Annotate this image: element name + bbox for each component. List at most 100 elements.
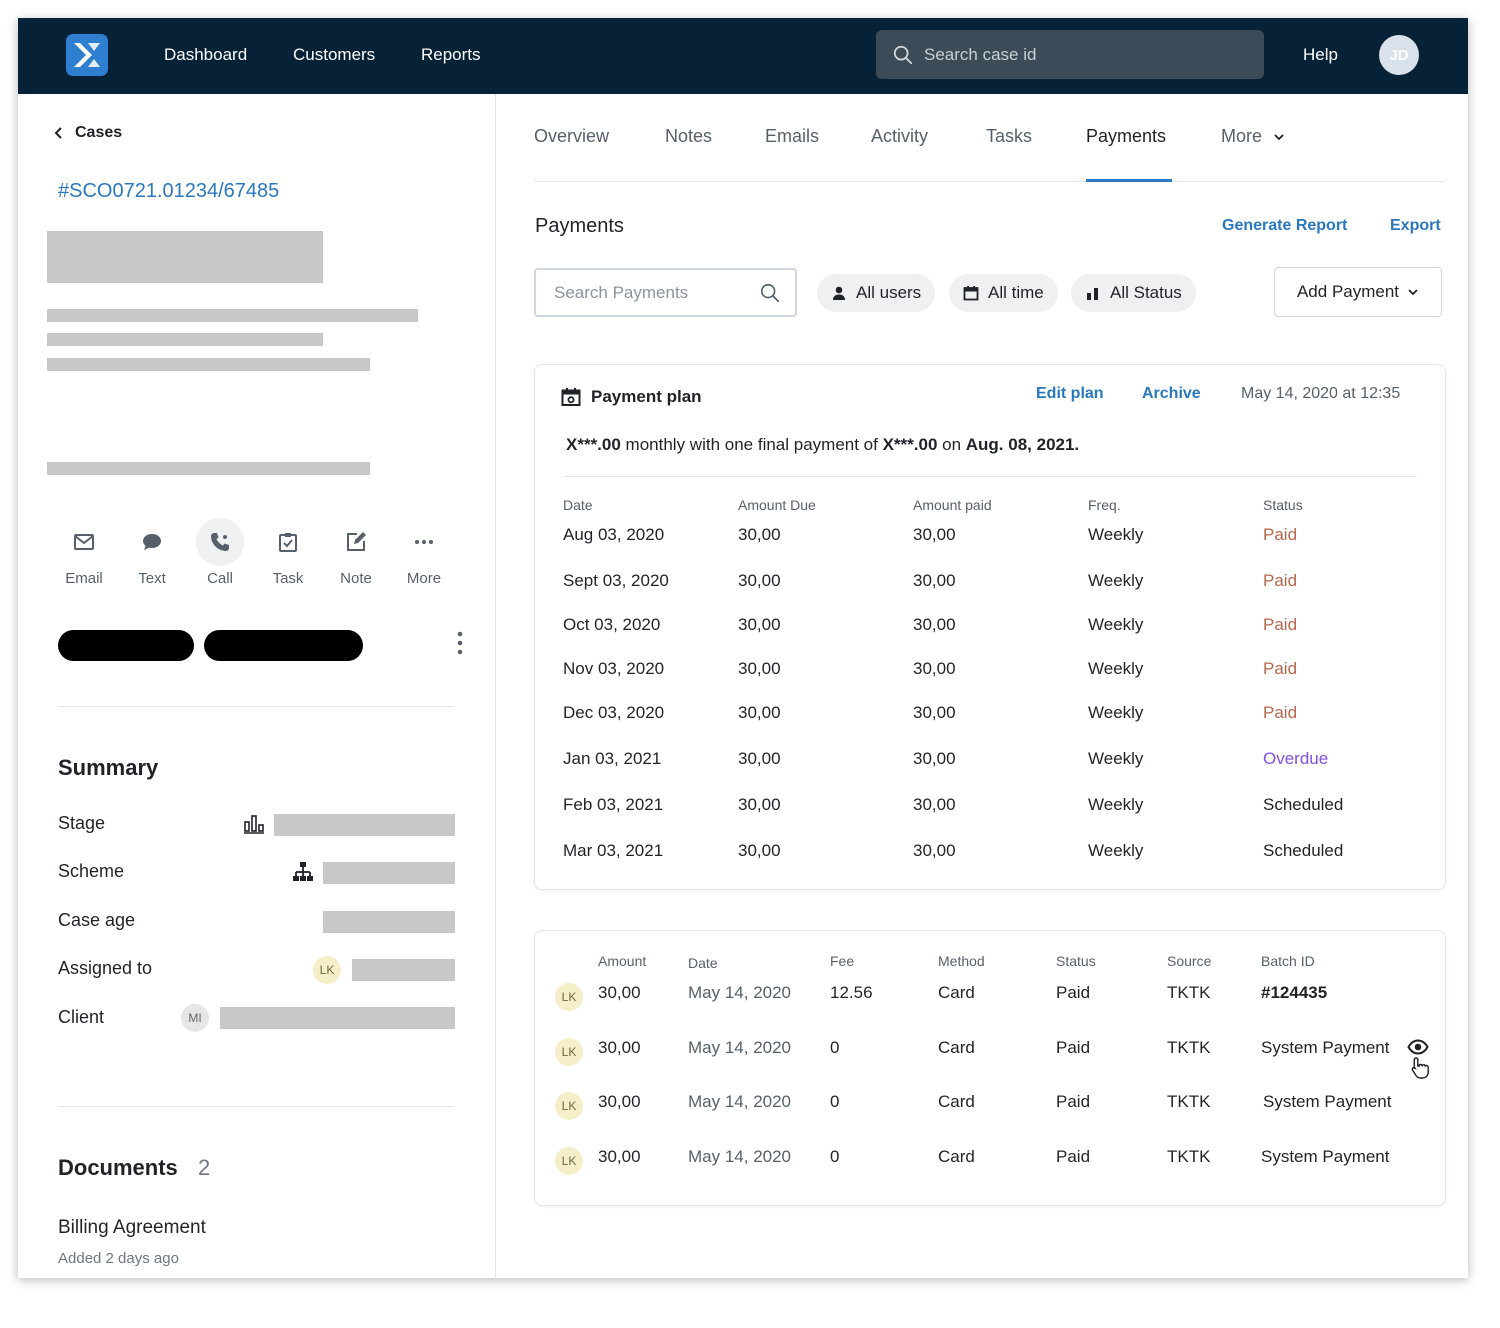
filter-all-status[interactable]: All Status — [1071, 274, 1196, 312]
tx-cell-amount: 30,00 — [598, 983, 641, 1002]
tab-tasks[interactable]: Tasks — [986, 126, 1033, 146]
plan-cell-frequency: Weekly — [1088, 841, 1144, 860]
case-age-label: Case age — [58, 910, 136, 930]
tab-activity[interactable]: Activity — [871, 126, 929, 146]
kebab-menu-icon[interactable] — [455, 630, 465, 656]
payments-search-input[interactable] — [554, 282, 754, 303]
note-action[interactable]: Note — [322, 518, 390, 587]
tx-cell-batch[interactable]: System Payment — [1263, 1092, 1392, 1111]
user-avatar[interactable]: JD — [1379, 35, 1419, 75]
hierarchy-icon — [293, 862, 313, 881]
plan-cell-date: Oct 03, 2020 — [563, 615, 661, 634]
plan-cell-status: Overdue — [1263, 749, 1329, 768]
tx-cell-date: May 14, 2020 — [688, 1038, 792, 1057]
calendar-money-icon — [561, 388, 581, 406]
edit-plan-link[interactable]: Edit plan — [1036, 385, 1104, 402]
tx-cell-fee: 0 — [830, 1092, 840, 1111]
summary-title: Summary — [58, 755, 159, 780]
tx-cell-status: Paid — [1056, 1147, 1091, 1166]
tx-cell-date: May 14, 2020 — [688, 983, 792, 1002]
plan-cell-date: Dec 03, 2020 — [563, 703, 665, 722]
app-logo-icon[interactable] — [66, 34, 108, 76]
call-action-label: Call — [207, 570, 233, 587]
tx-cell-batch[interactable]: System Payment — [1261, 1147, 1390, 1166]
plan-summary-text: X***.00 monthly with one final payment o… — [566, 435, 1079, 455]
nav-reports[interactable]: Reports — [421, 45, 481, 64]
more-action[interactable]: More — [390, 518, 458, 587]
payments-search-box[interactable] — [534, 268, 797, 317]
plan-cell-status: Paid — [1263, 615, 1298, 634]
tab-notes[interactable]: Notes — [665, 126, 713, 146]
tx-cell-status: Paid — [1056, 1092, 1091, 1111]
tx-user-avatar[interactable]: LK — [555, 1038, 583, 1066]
plan-cell-date: Jan 03, 2021 — [563, 749, 662, 768]
tab-more-label: More — [1221, 126, 1263, 146]
client-avatar[interactable]: MI — [181, 1004, 209, 1032]
case-search-box[interactable] — [876, 30, 1264, 79]
tab-payments[interactable]: Payments — [1086, 126, 1167, 146]
tx-cell-source: TKTK — [1167, 983, 1211, 1002]
tx-cell-amount: 30,00 — [598, 1038, 641, 1057]
redacted-tag-pill — [204, 630, 363, 661]
payments-title: Payments — [535, 215, 624, 237]
plan-cell-status: Paid — [1263, 703, 1298, 722]
task-checklist-icon — [264, 518, 312, 566]
help-link[interactable]: Help — [1303, 45, 1338, 64]
plan-cell-status: Scheduled — [1263, 795, 1344, 814]
filter-all-users[interactable]: All users — [817, 274, 936, 312]
tx-cell-method: Card — [938, 1092, 975, 1111]
case-search-input[interactable] — [924, 44, 1244, 65]
redacted-tag-pill — [58, 630, 194, 661]
tx-cell-batch[interactable]: #124435 — [1261, 983, 1328, 1002]
redacted-name-placeholder — [47, 231, 323, 283]
stage-value-placeholder — [274, 814, 455, 836]
plan-cell-amount-paid: 30,00 — [913, 841, 956, 860]
note-action-label: Note — [340, 570, 372, 587]
plan-cell-frequency: Weekly — [1088, 749, 1144, 768]
plan-cell-frequency: Weekly — [1088, 525, 1144, 544]
plan-cell-amount-paid: 30,00 — [913, 795, 956, 814]
plan-cell-frequency: Weekly — [1088, 659, 1144, 678]
redacted-line-placeholder — [47, 358, 370, 371]
generate-report-link[interactable]: Generate Report — [1222, 217, 1348, 234]
archive-link[interactable]: Archive — [1142, 385, 1201, 402]
tx-user-avatar[interactable]: LK — [555, 1092, 583, 1120]
chevron-down-icon — [1408, 289, 1418, 296]
back-to-cases[interactable]: Cases — [52, 124, 122, 142]
tx-cell-method: Card — [938, 1038, 975, 1057]
email-action[interactable]: Email — [50, 518, 118, 587]
tx-cell-batch[interactable]: System Payment — [1261, 1038, 1390, 1057]
tx-user-avatar[interactable]: LK — [555, 1147, 583, 1175]
assignee-avatar[interactable]: LK — [313, 956, 341, 984]
app-window: Dashboard Customers Reports Help JD Case… — [18, 18, 1468, 1278]
case-tabs: Overview Notes Emails Activity Tasks Pay… — [534, 94, 1444, 182]
export-link[interactable]: Export — [1390, 217, 1441, 234]
redacted-line-placeholder — [47, 333, 323, 346]
case-age-value-placeholder — [323, 911, 455, 933]
plan-column-header-amount-due: Amount Due — [738, 497, 816, 513]
more-action-label: More — [406, 570, 442, 587]
plan-cell-date: Mar 03, 2021 — [563, 841, 664, 860]
call-action[interactable]: Call — [186, 518, 254, 587]
nav-customers[interactable]: Customers — [293, 45, 376, 64]
search-icon — [893, 45, 913, 64]
eye-view-icon[interactable] — [1407, 1036, 1429, 1058]
add-payment-button[interactable]: Add Payment — [1274, 267, 1442, 317]
filter-all-time[interactable]: All time — [949, 274, 1058, 312]
tab-more[interactable]: More — [1221, 126, 1285, 147]
tab-overview[interactable]: Overview — [534, 126, 610, 146]
tab-emails[interactable]: Emails — [765, 126, 820, 146]
back-label: Cases — [75, 124, 123, 141]
text-action[interactable]: Text — [118, 518, 186, 587]
document-name[interactable]: Billing Agreement — [58, 1217, 206, 1238]
plan-column-header-frequency: Freq. — [1088, 497, 1121, 513]
email-action-label: Email — [65, 570, 103, 587]
tx-cell-amount: 30,00 — [598, 1147, 641, 1166]
plan-cell-amount-due: 30,00 — [738, 841, 781, 860]
tx-user-avatar[interactable]: LK — [555, 983, 583, 1011]
task-action[interactable]: Task — [254, 518, 322, 587]
nav-dashboard[interactable]: Dashboard — [164, 45, 248, 64]
tx-column-header-source: Source — [1167, 953, 1212, 969]
documents-count: 2 — [198, 1155, 211, 1180]
tx-cell-method: Card — [938, 1147, 975, 1166]
